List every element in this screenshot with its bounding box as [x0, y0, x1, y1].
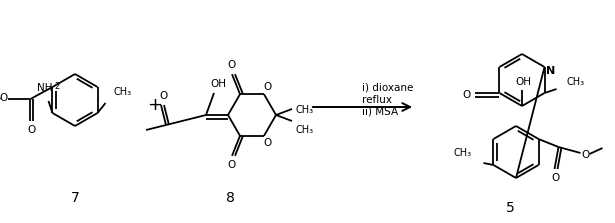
Text: OH: OH: [210, 79, 226, 89]
Text: O: O: [263, 82, 271, 92]
Text: 5: 5: [506, 201, 514, 215]
Text: 2: 2: [55, 82, 60, 91]
Text: O: O: [27, 125, 36, 135]
Text: O: O: [263, 138, 271, 148]
Text: 8: 8: [226, 191, 234, 205]
Text: +: +: [148, 96, 162, 114]
Text: 7: 7: [71, 191, 79, 205]
Text: CH₃: CH₃: [296, 105, 314, 115]
Text: NH: NH: [37, 83, 52, 93]
Text: N: N: [546, 66, 555, 76]
Text: reflux: reflux: [362, 95, 392, 105]
Text: CH₃: CH₃: [296, 125, 314, 135]
Text: i) dioxane: i) dioxane: [362, 83, 413, 93]
Text: O: O: [0, 93, 7, 103]
Text: CH₃: CH₃: [453, 148, 472, 158]
Text: CH₃: CH₃: [114, 87, 132, 97]
Text: O: O: [581, 150, 590, 160]
Text: CH₃: CH₃: [566, 77, 585, 87]
Text: ii) MSA: ii) MSA: [362, 107, 398, 117]
Text: O: O: [462, 90, 470, 100]
Text: O: O: [228, 60, 236, 70]
Text: O: O: [159, 91, 167, 101]
Text: O: O: [228, 160, 236, 170]
Text: OH: OH: [515, 77, 531, 87]
Text: O: O: [552, 173, 560, 183]
